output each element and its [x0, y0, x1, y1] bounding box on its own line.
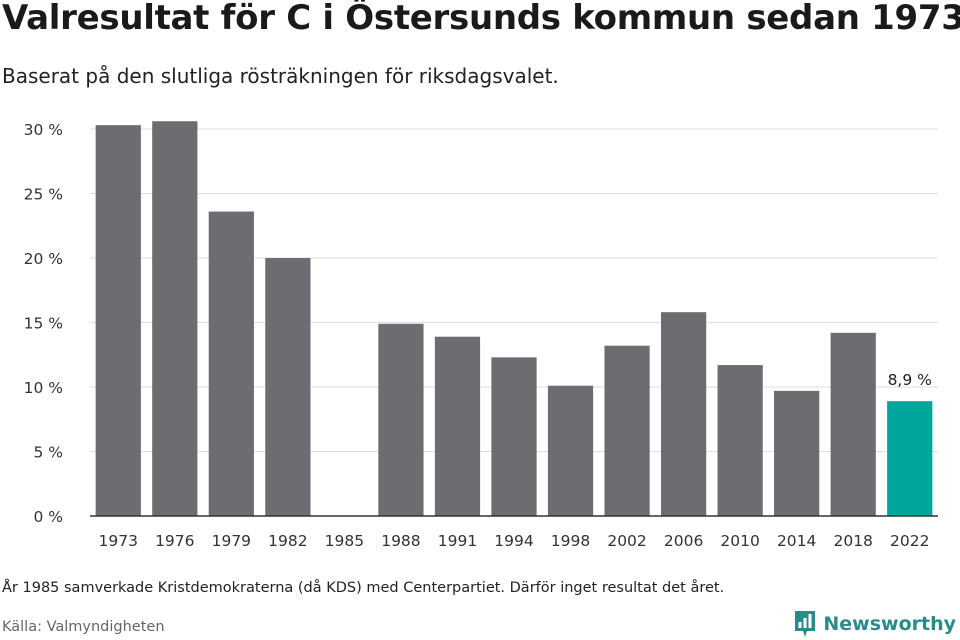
- chart-subtitle: Baserat på den slutliga rösträkningen fö…: [2, 64, 559, 88]
- bar-1976: [152, 121, 198, 516]
- bar-1994: [491, 357, 537, 516]
- bar-1988: [378, 323, 424, 516]
- chart-title: Valresultat för C i Östersunds kommun se…: [2, 0, 960, 38]
- y-axis-ticks: 0 % 5 % 10 % 15 % 20 % 25 % 30 %: [24, 121, 63, 526]
- x-tick-label: 2022: [890, 532, 929, 550]
- x-tick-label: 2002: [607, 532, 646, 550]
- x-tick-label: 1973: [99, 532, 138, 550]
- x-tick-label: 1988: [381, 532, 420, 550]
- footnote: År 1985 samverkade Kristdemokraterna (då…: [2, 580, 725, 596]
- bar-2014: [774, 390, 820, 516]
- data-labels: 8,9 %: [888, 371, 932, 389]
- bar-1973: [95, 125, 141, 516]
- x-tick-label: 1985: [325, 532, 364, 550]
- newsworthy-logo-icon: [795, 611, 816, 637]
- y-tick-label: 20 %: [24, 250, 63, 268]
- bar-2002: [604, 345, 650, 516]
- bar-2018: [830, 332, 876, 516]
- y-tick-label: 25 %: [24, 186, 63, 204]
- bar-chart: 0 %5 %10 %15 %20 %25 %30 % 1973 1976 1979 1…: [24, 121, 938, 550]
- data-label: 8,9 %: [888, 371, 932, 389]
- y-tick-label: 15 %: [24, 315, 63, 333]
- x-axis-ticks: 1973 1976 1979 1982 1985 1988 1991 1994 1998 2002…: [99, 532, 930, 550]
- bar-1979: [208, 211, 254, 516]
- y-tick-label: 10 %: [24, 379, 63, 397]
- x-tick-label: 1994: [494, 532, 533, 550]
- bar-1991: [434, 336, 481, 516]
- x-tick-label: 2006: [664, 532, 703, 550]
- bar-2022: [887, 401, 933, 516]
- x-tick-label: 1998: [551, 532, 590, 550]
- bar-1982: [265, 258, 311, 516]
- x-tick-label: 2010: [720, 532, 759, 550]
- x-tick-label: 1976: [155, 532, 194, 550]
- y-tick-label: 5 %: [33, 444, 63, 462]
- y-tick-label: 0 %: [33, 508, 63, 526]
- x-tick-label: 2018: [833, 532, 872, 550]
- bar-2006: [660, 312, 707, 516]
- x-tick-label: 2014: [777, 532, 816, 550]
- source-text: Källa: Valmyndigheten: [2, 619, 165, 635]
- brand-logo[interactable]: Newsworthy: [793, 609, 956, 639]
- x-tick-label: 1982: [268, 532, 307, 550]
- x-tick-label: 1991: [438, 532, 477, 550]
- x-tick-label: 1979: [212, 532, 251, 550]
- bars: [95, 121, 933, 516]
- bar-2010: [717, 365, 763, 516]
- bar-1998: [547, 385, 594, 516]
- brand-name: Newsworthy: [823, 613, 956, 635]
- y-tick-label: 30 %: [24, 121, 63, 139]
